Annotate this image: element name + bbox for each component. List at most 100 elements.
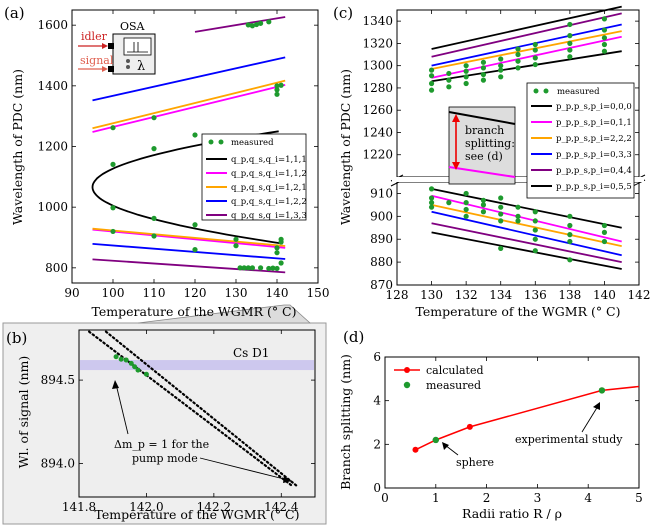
measured-point bbox=[432, 436, 439, 444]
y-tick-label: 894.5 bbox=[41, 373, 75, 387]
measured-point bbox=[515, 46, 521, 52]
measured-point bbox=[498, 63, 504, 69]
measured-point bbox=[110, 228, 116, 235]
measured-point bbox=[428, 80, 435, 87]
measured-point bbox=[237, 265, 243, 271]
experimental-arrow bbox=[581, 405, 599, 433]
measured-point bbox=[151, 215, 157, 221]
axis-break-gap bbox=[392, 177, 644, 182]
measured-point bbox=[128, 360, 134, 366]
x-tick-label: 4 bbox=[584, 491, 592, 505]
inset-magenta-line bbox=[448, 166, 516, 178]
measured-point bbox=[463, 63, 469, 69]
measured-point bbox=[480, 71, 487, 78]
measured-point bbox=[249, 265, 255, 271]
y-tick-label: 894.0 bbox=[41, 457, 75, 471]
measured-point bbox=[515, 51, 521, 58]
measured-point bbox=[532, 209, 538, 215]
inset-red-arrow-bottom bbox=[452, 162, 460, 170]
measured-point bbox=[253, 21, 260, 28]
legend-label: p_p,p_s,p_i=0,3,3 bbox=[556, 150, 632, 160]
annotation-arrow-left-head bbox=[112, 380, 119, 389]
x-tick-label: 5 bbox=[635, 491, 643, 505]
series-line bbox=[431, 23, 622, 67]
y-tick-label: 2 bbox=[373, 437, 381, 451]
measured-point bbox=[428, 87, 435, 93]
measured-point bbox=[463, 80, 469, 87]
measured-point bbox=[480, 59, 487, 65]
legend-label: q_p,q_s,q_i=1,1,1 bbox=[231, 155, 307, 165]
y-tick-label: 1000 bbox=[37, 200, 68, 214]
panel-a: 90 100 110 120 130 140 1508001000120014001600 … bbox=[4, 4, 329, 319]
calculated-point bbox=[412, 446, 419, 453]
measured-point bbox=[601, 16, 608, 22]
measured-point bbox=[567, 47, 573, 53]
x-tick-label: 132 bbox=[455, 288, 478, 302]
measured-point bbox=[151, 115, 157, 121]
panel-c: 128 130 132 134 136 138 140 142 1220 1240 1260 1280… bbox=[333, 4, 650, 319]
signal-label: signal bbox=[80, 54, 114, 67]
x-tick-label: 150 bbox=[307, 286, 330, 300]
measured-point bbox=[233, 243, 239, 249]
y-tick-label: 890 bbox=[370, 232, 393, 246]
y-tick-label: 910 bbox=[370, 186, 393, 200]
series-line bbox=[92, 84, 286, 133]
legend-label: measured bbox=[426, 379, 481, 392]
x-tick-label: 140 bbox=[593, 288, 616, 302]
measured-point bbox=[601, 48, 608, 54]
measured-point bbox=[258, 265, 264, 271]
legend-label: q_p,q_s,q_i=1,1,2 bbox=[231, 169, 307, 179]
measured-point bbox=[601, 35, 608, 41]
inset-text-line2: splitting: bbox=[465, 137, 515, 150]
signal-arrow-head bbox=[102, 66, 108, 72]
annotation-arrow-right-head bbox=[283, 476, 292, 483]
y-tick-label: 1260 bbox=[362, 103, 393, 117]
measured-point bbox=[258, 20, 264, 26]
measured-point bbox=[498, 218, 504, 224]
measured-point bbox=[532, 236, 538, 242]
measured-point bbox=[274, 83, 280, 89]
dotted-prediction-line bbox=[104, 330, 300, 489]
measured-point bbox=[110, 161, 116, 167]
panel-d-legend: calculated measured bbox=[394, 364, 484, 392]
measured-point bbox=[428, 73, 435, 79]
y-tick-label: 1200 bbox=[37, 140, 68, 154]
measured-point bbox=[567, 222, 573, 229]
legend-marker bbox=[404, 367, 410, 373]
measured-point bbox=[274, 250, 280, 256]
measured-point bbox=[110, 205, 116, 211]
x-tick-label: 142.2 bbox=[197, 500, 231, 514]
measured-point bbox=[498, 74, 504, 80]
legend-measured-label: measured bbox=[557, 87, 600, 97]
measured-point bbox=[515, 204, 521, 210]
measured-point bbox=[598, 387, 606, 394]
measured-point bbox=[498, 67, 504, 73]
x-tick-label: 142.4 bbox=[264, 500, 299, 514]
measured-point bbox=[245, 22, 251, 28]
x-tick-label: 110 bbox=[143, 286, 166, 300]
delta-m-annotation-line2: pump mode bbox=[132, 452, 198, 465]
x-tick-label: 128 bbox=[386, 288, 409, 302]
x-tick-label: 3 bbox=[534, 491, 542, 505]
measured-point bbox=[480, 209, 487, 215]
measured-point bbox=[113, 354, 119, 360]
measured-point bbox=[110, 125, 116, 131]
inset-text-line1: branch bbox=[465, 124, 504, 137]
branch-splitting-inset: branch splitting: see (d) bbox=[448, 106, 516, 185]
measured-point bbox=[278, 260, 284, 266]
series-line bbox=[431, 50, 622, 83]
measured-point bbox=[567, 232, 573, 238]
series-line bbox=[92, 242, 286, 260]
panel-b: Cs D1 141.8 142.0 142.2 142.4 894.0 894.5 Δm_… bbox=[6, 329, 316, 522]
x-tick-label: 142.0 bbox=[129, 500, 163, 514]
measured-point bbox=[567, 54, 573, 60]
legend-label: q_p,q_s,q_i=1,2,1 bbox=[231, 183, 307, 193]
measured-point bbox=[532, 218, 538, 224]
measured-point bbox=[123, 357, 129, 363]
measured-point bbox=[446, 70, 452, 77]
x-tick-label: 142 bbox=[628, 288, 651, 302]
measured-point bbox=[515, 58, 521, 64]
panel-d-label: (d) bbox=[343, 328, 364, 346]
measured-point bbox=[515, 213, 521, 219]
series-line-q111 bbox=[91, 130, 283, 245]
